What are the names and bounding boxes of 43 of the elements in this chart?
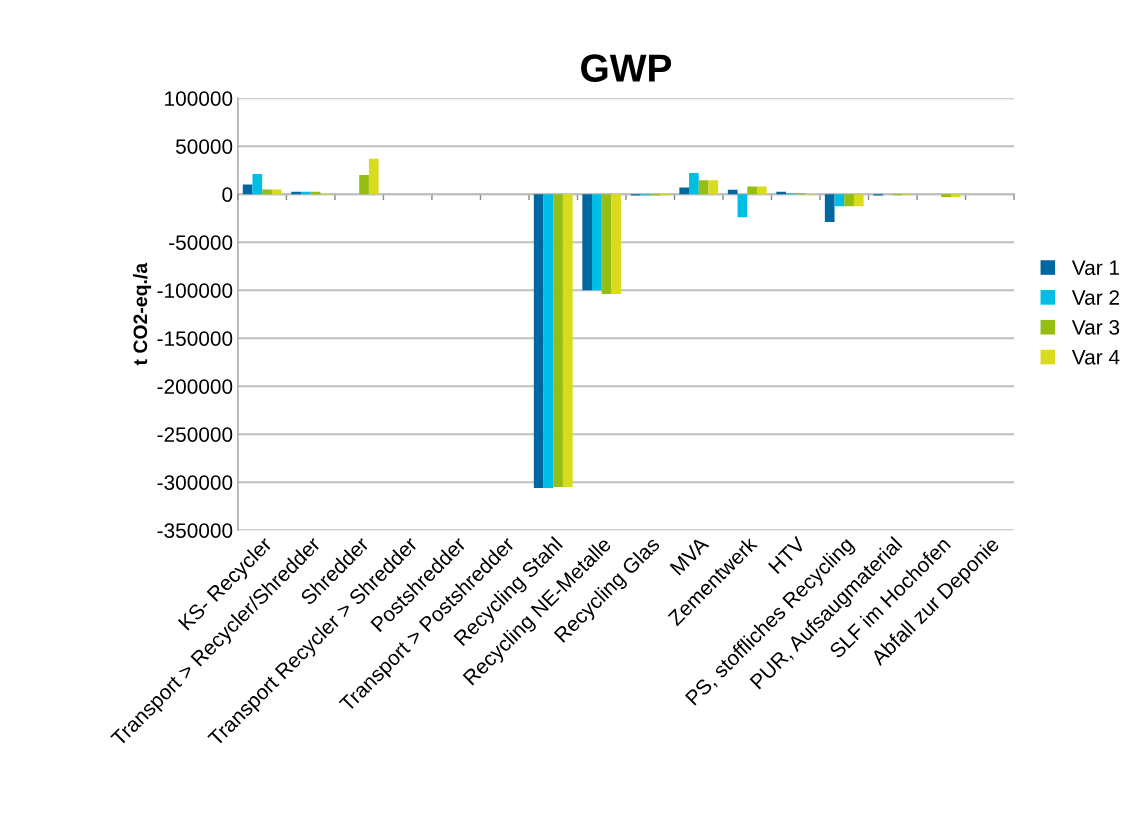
y-tick-label: -300000 — [157, 475, 233, 490]
bar — [262, 189, 272, 195]
bar — [252, 174, 263, 195]
bar — [582, 194, 593, 291]
legend-label: Var 1 — [1071, 260, 1120, 276]
legend-label: Var 3 — [1071, 319, 1120, 335]
bar — [950, 194, 961, 198]
bar — [679, 187, 690, 195]
y-axis-title: t CO2-eq./a — [132, 262, 152, 366]
y-tick-label: -100000 — [157, 283, 233, 298]
bar — [592, 194, 602, 291]
bar — [737, 194, 748, 218]
y-tick-label: -50000 — [169, 235, 233, 250]
bar — [756, 186, 767, 195]
bar — [553, 194, 563, 488]
bar — [359, 174, 369, 195]
bar — [533, 194, 544, 488]
bar — [853, 194, 864, 207]
bar — [727, 189, 738, 195]
bar — [824, 194, 835, 223]
bar — [543, 194, 554, 488]
bar — [844, 194, 854, 207]
bar — [611, 194, 622, 295]
y-tick-label: -250000 — [157, 427, 233, 442]
bar — [689, 173, 699, 195]
y-tick-label: 50000 — [175, 139, 233, 154]
y-tick-label: -350000 — [157, 523, 233, 538]
y-tick-label: -200000 — [157, 379, 233, 394]
bar — [698, 180, 709, 195]
legend-label: Var 2 — [1071, 290, 1120, 305]
legend-label: Var 4 — [1071, 350, 1120, 365]
bar — [747, 186, 757, 195]
bar — [941, 194, 951, 198]
bar — [834, 194, 845, 207]
bar — [708, 180, 719, 195]
bar — [368, 158, 379, 195]
y-tick-label: 0 — [222, 187, 233, 202]
y-tick-label: -150000 — [157, 331, 233, 346]
bar — [562, 194, 573, 488]
y-tick-label: 100000 — [165, 91, 233, 106]
bar — [271, 189, 282, 195]
chart-title: GWP — [581, 54, 672, 82]
bar — [601, 194, 612, 295]
